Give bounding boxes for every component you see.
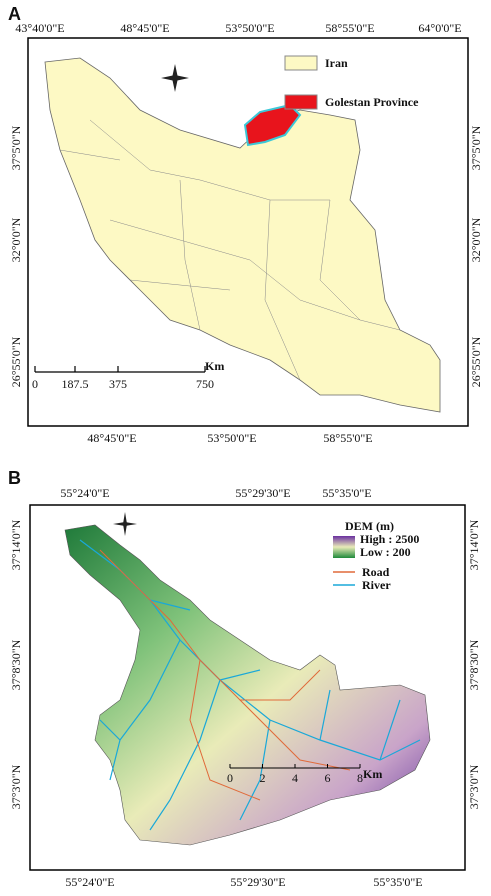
coordinate-label: 37°14'0"N [467,519,481,570]
coordinate-label: 26°55'0"N [469,336,483,387]
scale-unit: Km [205,359,224,373]
scale-label: 8 [357,771,363,785]
coordinate-label: 64°0'0"E [418,21,461,35]
coordinate-label: 37°8'30"N [467,639,481,690]
coordinate-label: 750 [196,377,214,391]
scale-label: 2 [260,771,266,785]
coordinate-label: 53°50'0"E [225,21,274,35]
coordinate-label: 375 [109,377,127,391]
panel-label: A [8,4,21,24]
coordinate-label: 53°50'0"E [207,431,256,445]
compass [113,512,137,536]
scale-label: 6 [325,771,331,785]
legend-swatch [284,55,318,71]
legend-gradient [333,536,355,558]
coordinate-label: 37°14'0"N [9,519,23,570]
coordinate-label: 0 [32,377,38,391]
coordinate-label: 37°3'0"N [467,764,481,809]
roads [99,549,351,801]
coordinate-label: 43°40'0"E [15,21,64,35]
golestan [243,103,302,147]
coordinate-label: 32°0'0"N [469,217,483,262]
watershed [64,524,431,846]
legend-label: Low : 200 [360,545,411,559]
coordinate-label: 48°45'0"E [120,21,169,35]
panel-label: B [8,468,21,488]
legend-label: Road [362,565,390,579]
coordinate-label: 55°29'30"E [230,875,285,889]
scale-label: 4 [292,771,298,785]
coordinate-label: 37°5'0"N [9,125,23,170]
scale-label: 0 [227,771,233,785]
coordinate-label: 55°35'0"E [373,875,422,889]
legend-label: Golestan Province [325,95,419,109]
coordinate-label: 55°35'0"E [322,486,371,500]
coordinate-label: 26°55'0"N [9,336,23,387]
province-borders [59,119,401,381]
legend-label: River [362,578,391,592]
coordinate-label: 37°8'30"N [9,639,23,690]
legend-label: High : 2500 [360,532,419,546]
coordinate-label: 187.5 [62,377,89,391]
legend-title: DEM (m) [345,519,394,533]
coordinate-label: 37°3'0"N [9,764,23,809]
compass [161,64,189,92]
coordinate-label: 37°5'0"N [469,125,483,170]
scale-bar [34,366,206,373]
coordinate-label: 55°24'0"E [60,486,109,500]
coordinate-label: 32°0'0"N [9,217,23,262]
coordinate-label: 48°45'0"E [87,431,136,445]
coordinate-label: 58°55'0"E [323,431,372,445]
coordinate-label: 58°55'0"E [325,21,374,35]
scale-unit: Km [363,767,382,781]
legend-swatch [284,94,318,110]
legend-label: Iran [325,56,348,70]
coordinate-label: 55°24'0"E [65,875,114,889]
coordinate-label: 55°29'30"E [235,486,290,500]
